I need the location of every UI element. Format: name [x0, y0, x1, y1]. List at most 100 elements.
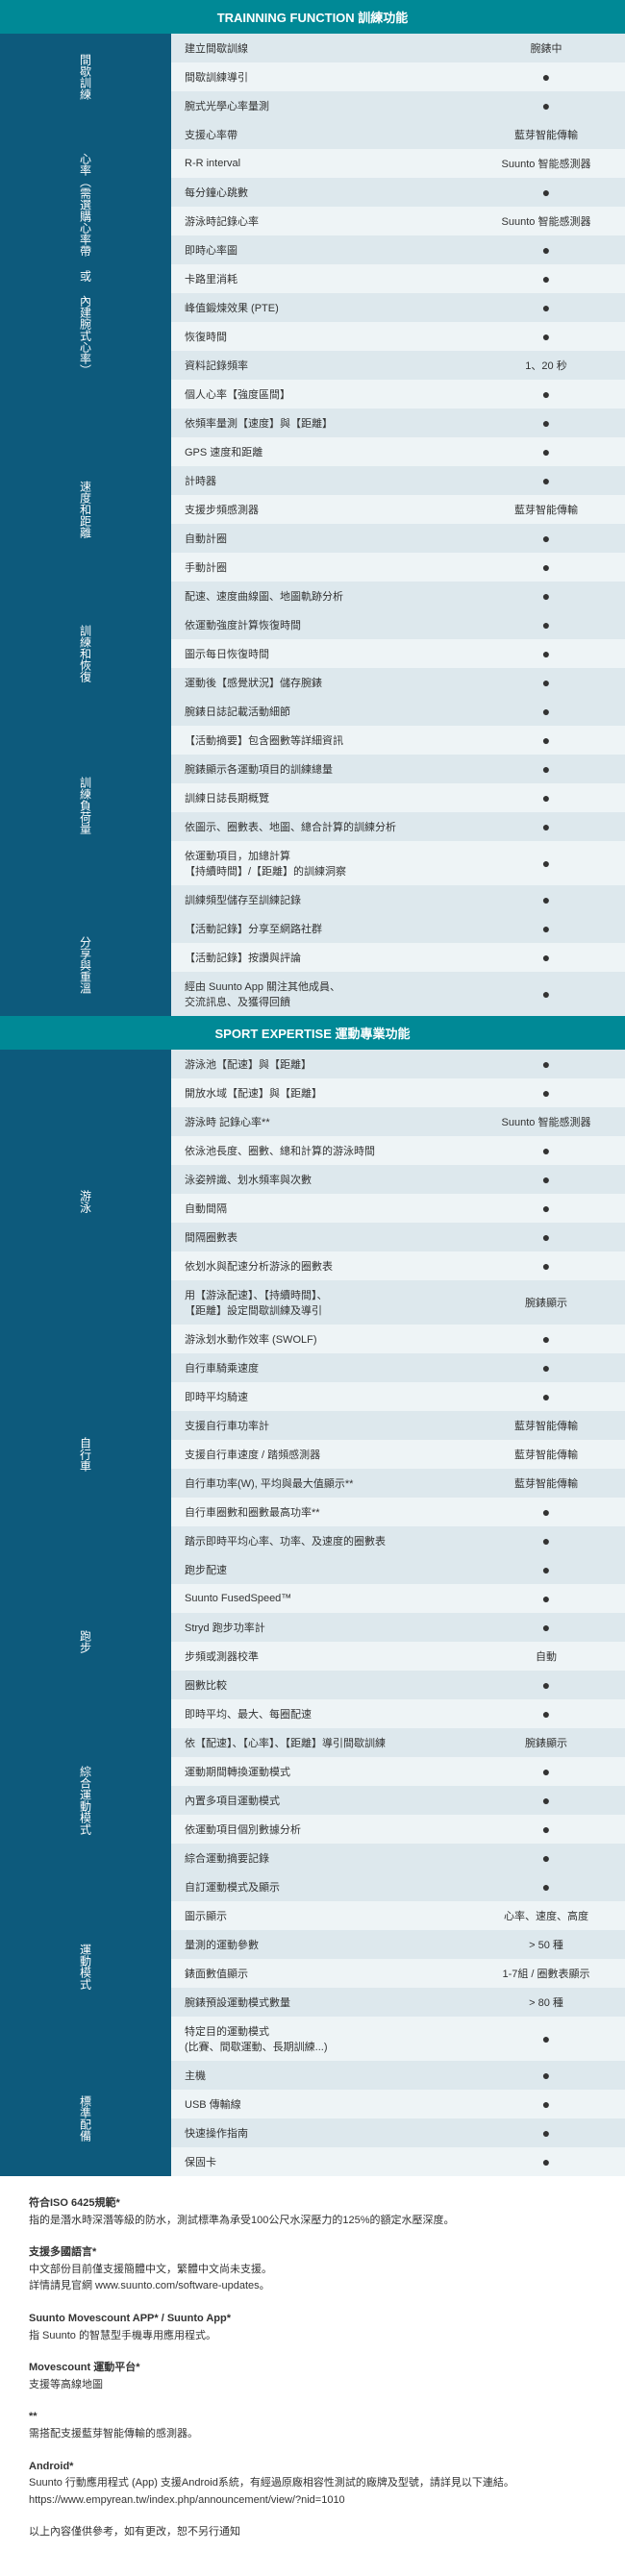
feature-value: ●	[467, 2118, 625, 2147]
feature-value: 藍芽智能傳輸	[467, 1411, 625, 1440]
feature-value: ●	[467, 553, 625, 582]
feature-label: 自訂運動模式及顯示	[171, 1872, 467, 1901]
feature-label: 支援步頻感測器	[171, 495, 467, 524]
feature-label: 依運動項目個別數據分析	[171, 1815, 467, 1844]
category-cell: 跑步	[0, 1555, 171, 1728]
feature-label: 游泳時 記錄心率**	[171, 1107, 467, 1136]
feature-label: 依【配速】、【心率】、【距離】導引間歇訓練	[171, 1728, 467, 1757]
feature-value: 腕錶中	[467, 34, 625, 62]
feature-label: 依運動強度計算恢復時間	[171, 610, 467, 639]
category-cell: 訓練負荷量	[0, 697, 171, 914]
feature-value: ●	[467, 1757, 625, 1786]
feature-label: 自行車功率(W), 平均與最大值顯示**	[171, 1469, 467, 1498]
footer-note: **需搭配支援藍芽智能傳輸的感測器。	[29, 2409, 596, 2442]
feature-label: 依頻率量測【速度】與【距離】	[171, 409, 467, 437]
feature-value: ●	[467, 437, 625, 466]
feature-value: ●	[467, 1165, 625, 1194]
feature-value: ●	[467, 178, 625, 207]
feature-value: ●	[467, 2090, 625, 2118]
feature-value: 藍芽智能傳輸	[467, 1469, 625, 1498]
feature-label: 手動計圈	[171, 553, 467, 582]
feature-label: 泳姿辨識、划水頻率與次數	[171, 1165, 467, 1194]
feature-value: ●	[467, 1050, 625, 1078]
feature-label: 訓練日誌長期概覽	[171, 783, 467, 812]
feature-label: 依划水與配速分析游泳的圈數表	[171, 1251, 467, 1280]
feature-label: 即時平均、最大、每圈配速	[171, 1699, 467, 1728]
feature-label: 自行車圈數和圈數最高功率**	[171, 1498, 467, 1526]
feature-label: 自動計圈	[171, 524, 467, 553]
feature-value: ●	[467, 755, 625, 783]
feature-label: 每分鐘心跳數	[171, 178, 467, 207]
category-cell: 游泳	[0, 1050, 171, 1353]
feature-label: 即時平均騎速	[171, 1382, 467, 1411]
feature-value: ●	[467, 639, 625, 668]
feature-label: 快速操作指南	[171, 2118, 467, 2147]
feature-label: 配速、速度曲線圖、地圖軌跡分析	[171, 582, 467, 610]
feature-value: ●	[467, 1382, 625, 1411]
feature-value: ●	[467, 2017, 625, 2061]
feature-label: 綜合運動摘要記錄	[171, 1844, 467, 1872]
feature-value: 心率、速度、高度	[467, 1901, 625, 1930]
category-cell: 速度和距離	[0, 409, 171, 610]
feature-value: 藍芽智能傳輸	[467, 120, 625, 149]
feature-value: Suunto 智能感測器	[467, 149, 625, 178]
feature-value: ●	[467, 524, 625, 553]
feature-label: Stryd 跑步功率計	[171, 1613, 467, 1642]
feature-value: ●	[467, 409, 625, 437]
feature-value: ●	[467, 812, 625, 841]
feature-value: ●	[467, 293, 625, 322]
feature-value: > 50 種	[467, 1930, 625, 1959]
feature-label: 開放水域【配速】與【距離】	[171, 1078, 467, 1107]
feature-label: 自行車騎乘速度	[171, 1353, 467, 1382]
category-cell: 訓練和恢復	[0, 610, 171, 697]
feature-value: ●	[467, 726, 625, 755]
feature-value: ●	[467, 1584, 625, 1613]
feature-label: GPS 速度和距離	[171, 437, 467, 466]
category-cell: 標準配備	[0, 2061, 171, 2176]
feature-value: Suunto 智能感測器	[467, 1107, 625, 1136]
feature-label: 恢復時間	[171, 322, 467, 351]
feature-label: 依圖示、圈數表、地圖、總合計算的訓練分析	[171, 812, 467, 841]
feature-value: ●	[467, 783, 625, 812]
feature-value: ●	[467, 1844, 625, 1872]
feature-value: ●	[467, 972, 625, 1016]
feature-label: 【活動記錄】分享至網路社群	[171, 914, 467, 943]
category-cell: 分享與重溫	[0, 914, 171, 1016]
footer-note: Android*Suunto 行動應用程式 (App) 支援Android系統，…	[29, 2459, 596, 2510]
feature-value: ●	[467, 841, 625, 885]
feature-label: 運動期間轉換運動模式	[171, 1757, 467, 1786]
feature-value: ●	[467, 380, 625, 409]
feature-label: 特定目的運動模式(比賽、間歇運動、長期訓練...)	[171, 2017, 467, 2061]
feature-value: ●	[467, 1872, 625, 1901]
feature-value: ●	[467, 1555, 625, 1584]
feature-label: 內置多項目運動模式	[171, 1786, 467, 1815]
feature-label: 圖示每日恢復時間	[171, 639, 467, 668]
feature-value: ●	[467, 466, 625, 495]
feature-label: 計時器	[171, 466, 467, 495]
feature-label: 游泳時記錄心率	[171, 207, 467, 235]
section-header: SPORT EXPERTISE 運動專業功能	[0, 1016, 625, 1050]
feature-value: 藍芽智能傳輸	[467, 1440, 625, 1469]
category-cell: 自行車	[0, 1353, 171, 1555]
feature-value: Suunto 智能感測器	[467, 207, 625, 235]
section-header: TRAINNING FUNCTION 訓練功能	[0, 0, 625, 34]
feature-label: 踏示即時平均心率、功率、及速度的圈數表	[171, 1526, 467, 1555]
feature-value: ●	[467, 2147, 625, 2176]
feature-label: 跑步配速	[171, 1555, 467, 1584]
feature-label: 【活動摘要】包含圈數等詳細資訊	[171, 726, 467, 755]
feature-label: 游泳划水動作效率 (SWOLF)	[171, 1325, 467, 1353]
feature-value: 腕錶顯示	[467, 1728, 625, 1757]
feature-label: 依泳池長度、圈數、總和計算的游泳時間	[171, 1136, 467, 1165]
feature-label: 腕錶顯示各運動項目的訓練總量	[171, 755, 467, 783]
category-cell: 綜合運動模式	[0, 1728, 171, 1872]
feature-label: 保固卡	[171, 2147, 467, 2176]
feature-value: ●	[467, 1223, 625, 1251]
feature-value: ●	[467, 1078, 625, 1107]
footer-note: 以上內容僅供參考，如有更改，恕不另行通知	[29, 2524, 596, 2541]
feature-value: ●	[467, 1353, 625, 1382]
footer-note: 符合ISO 6425規範*指的是潛水時深潛等級的防水，測試標準為承受100公尺水…	[29, 2195, 596, 2229]
feature-label: 個人心率【強度區間】	[171, 380, 467, 409]
feature-label: 間歇訓練導引	[171, 62, 467, 91]
feature-value: ●	[467, 668, 625, 697]
feature-label: 依運動項目，加總計算【持續時間】/【距離】的訓練洞察	[171, 841, 467, 885]
